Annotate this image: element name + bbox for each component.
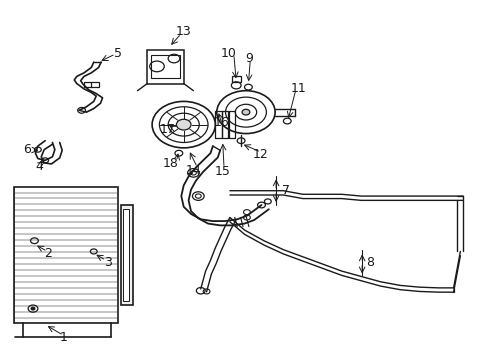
Text: 2: 2 — [43, 247, 51, 260]
Circle shape — [31, 307, 35, 310]
Text: 9: 9 — [245, 52, 253, 65]
Text: 3: 3 — [104, 256, 112, 269]
Text: 7: 7 — [281, 184, 289, 197]
Circle shape — [242, 109, 249, 115]
Bar — [84, 82, 99, 87]
Text: 4: 4 — [35, 160, 43, 173]
Bar — [228, 111, 235, 138]
Text: 6: 6 — [22, 143, 31, 156]
Text: 16: 16 — [213, 116, 229, 129]
Text: 8: 8 — [365, 256, 373, 269]
Text: 10: 10 — [221, 47, 236, 60]
Text: 15: 15 — [214, 165, 230, 178]
Text: 13: 13 — [176, 25, 191, 38]
Text: 12: 12 — [252, 148, 267, 162]
Text: 18: 18 — [163, 157, 178, 170]
Text: 11: 11 — [290, 82, 306, 95]
Bar — [120, 205, 132, 305]
Text: 17: 17 — [160, 123, 175, 136]
Text: 1: 1 — [60, 331, 67, 344]
Circle shape — [176, 119, 191, 130]
Bar — [151, 55, 180, 78]
Bar — [232, 76, 241, 82]
Text: 5: 5 — [114, 47, 122, 60]
Bar — [222, 111, 228, 138]
Bar — [14, 187, 118, 323]
Bar — [215, 111, 221, 138]
Bar — [122, 208, 129, 301]
Text: 14: 14 — [185, 164, 201, 177]
Bar — [147, 50, 183, 84]
